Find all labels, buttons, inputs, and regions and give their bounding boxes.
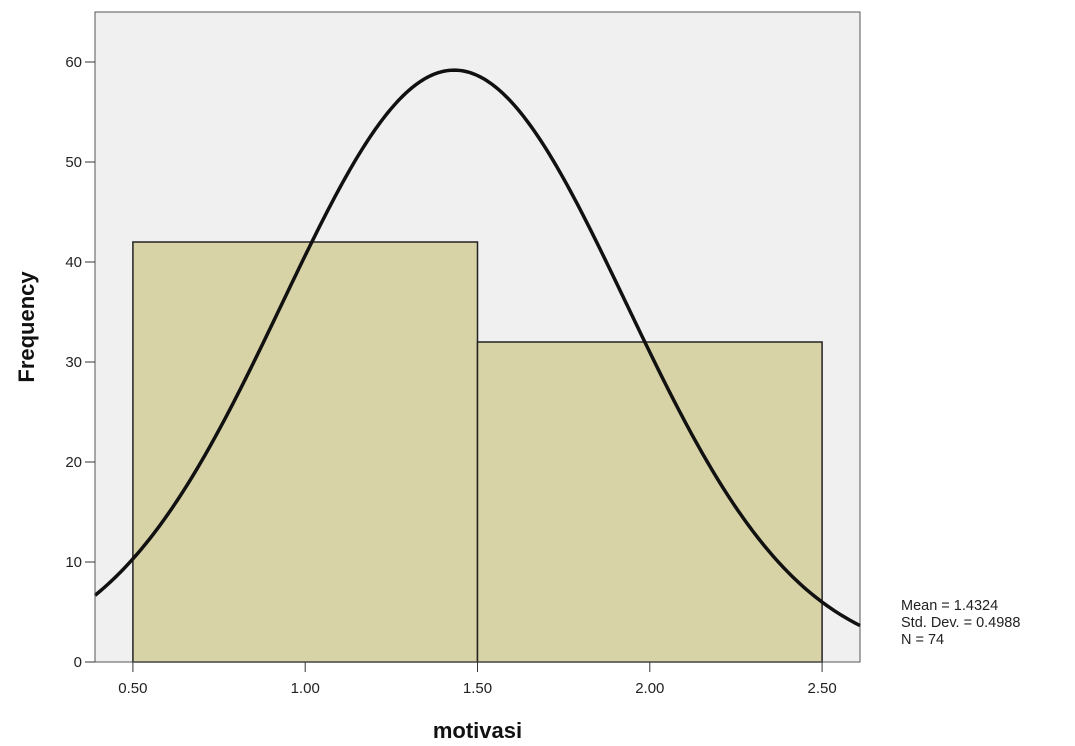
x-tick-label: 1.00 bbox=[291, 680, 320, 697]
y-tick-label: 20 bbox=[65, 454, 82, 471]
y-tick-label: 40 bbox=[65, 254, 82, 271]
histogram-bar-2 bbox=[476, 341, 823, 663]
y-tick-label: 0 bbox=[74, 654, 82, 671]
y-tick-label: 60 bbox=[65, 54, 82, 71]
y-tick-label: 30 bbox=[65, 354, 82, 371]
x-axis: 0.50 1.00 1.50 2.00 2.50 bbox=[95, 661, 860, 697]
x-tick-label: 2.00 bbox=[635, 680, 664, 697]
bars-group bbox=[132, 241, 823, 663]
normal-curve bbox=[93, 68, 861, 628]
curve-layer bbox=[93, 68, 861, 628]
y-axis: 0 10 20 30 40 50 60 bbox=[65, 12, 96, 671]
x-tick-label: 2.50 bbox=[807, 680, 836, 697]
x-tick-label: 1.50 bbox=[463, 680, 492, 697]
y-axis-title: Frequency bbox=[14, 271, 39, 383]
std-dev-stat: Std. Dev. = 0.4988 bbox=[901, 615, 1021, 631]
mean-stat: Mean = 1.4324 bbox=[901, 598, 999, 614]
x-tick-label: 0.50 bbox=[118, 680, 147, 697]
y-tick-label: 50 bbox=[65, 154, 82, 171]
x-axis-title: motivasi bbox=[433, 718, 522, 743]
y-tick-label: 10 bbox=[65, 554, 82, 571]
stats-legend: Mean = 1.4324 Std. Dev. = 0.4988 N = 74 bbox=[901, 598, 1020, 649]
n-stat: N = 74 bbox=[901, 632, 945, 648]
histogram-bar-1 bbox=[132, 241, 479, 663]
